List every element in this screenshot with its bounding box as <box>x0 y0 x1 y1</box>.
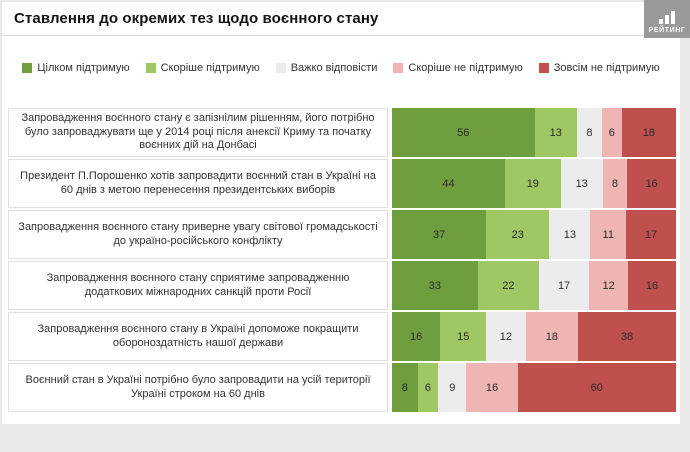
chart-row: Запровадження воєнного стану сприятиме з… <box>8 261 676 310</box>
chart-row: Запровадження воєнного стану в Україні д… <box>8 312 676 361</box>
legend-label: Цілком підтримую <box>37 62 130 74</box>
stacked-bar: 8 6 9 16 60 <box>392 363 676 412</box>
bar-segment: 16 <box>466 363 518 412</box>
bar-chart-icon <box>659 11 675 24</box>
bar-segment: 12 <box>486 312 526 361</box>
bar-segment: 56 <box>392 108 535 157</box>
legend-label: Скоріше не підтримую <box>408 62 523 74</box>
legend-swatch <box>538 63 549 73</box>
legend-item: Зовсім не підтримую <box>538 62 660 74</box>
legend-item: Цілком підтримую <box>22 62 130 74</box>
bar-segment: 23 <box>486 210 550 259</box>
legend-item: Важко відповісти <box>275 62 378 74</box>
bar-segment: 17 <box>626 210 676 259</box>
chart-card: Ставлення до окремих тез щодо воєнного с… <box>2 2 680 424</box>
bar-segment: 19 <box>504 159 561 208</box>
stacked-bar: 33 22 17 12 16 <box>392 261 676 310</box>
row-label: Запровадження воєнного стану в Україні д… <box>8 312 388 361</box>
legend-label: Важко відповісти <box>290 62 378 74</box>
chart-rows: Запровадження воєнного стану є запізніли… <box>2 108 680 412</box>
stacked-bar: 16 15 12 18 38 <box>392 312 676 361</box>
stacked-bar: 37 23 13 11 17 <box>392 210 676 259</box>
chart-row: Запровадження воєнного стану приверне ув… <box>8 210 676 259</box>
legend-item: Скоріше не підтримую <box>393 62 523 74</box>
bar-segment: 6 <box>601 108 622 157</box>
page-title: Ставлення до окремих тез щодо воєнного с… <box>14 10 379 27</box>
legend: Цілком підтримую Скоріше підтримую Важко в… <box>2 62 680 74</box>
bar-segment: 15 <box>440 312 487 361</box>
row-label: Запровадження воєнного стану сприятиме з… <box>8 261 388 310</box>
rating-logo: РЕЙТИНГ <box>644 0 690 38</box>
chart-row: Президент П.Порошенко хотів запровадити … <box>8 159 676 208</box>
bar-segment: 13 <box>534 108 578 157</box>
bar-segment: 22 <box>477 261 539 310</box>
bar-segment: 6 <box>417 363 439 412</box>
bar-segment: 18 <box>525 312 579 361</box>
legend-swatch <box>275 63 286 73</box>
bar-segment: 18 <box>621 108 676 157</box>
bar-segment: 16 <box>627 159 676 208</box>
stacked-bar: 44 19 13 8 16 <box>392 159 676 208</box>
bar-segment: 44 <box>392 159 505 208</box>
bar-segment: 8 <box>392 363 418 412</box>
bar-segment: 60 <box>517 363 676 412</box>
legend-swatch <box>22 63 33 73</box>
row-label: Воєнний стан в Україні потрібно було зап… <box>8 363 388 412</box>
legend-swatch <box>145 63 156 73</box>
bar-segment: 11 <box>590 210 627 259</box>
bar-segment: 17 <box>539 261 590 310</box>
bar-segment: 9 <box>438 363 467 412</box>
row-label: Президент П.Порошенко хотів запровадити … <box>8 159 388 208</box>
bar-segment: 37 <box>392 210 487 259</box>
bar-segment: 8 <box>602 159 628 208</box>
bar-segment: 38 <box>578 312 676 361</box>
bar-segment: 13 <box>560 159 603 208</box>
bar-segment: 12 <box>589 261 629 310</box>
legend-swatch <box>393 63 404 73</box>
row-label: Запровадження воєнного стану є запізніли… <box>8 108 388 157</box>
stacked-bar: 56 13 8 6 18 <box>392 108 676 157</box>
row-label: Запровадження воєнного стану приверне ув… <box>8 210 388 259</box>
bar-segment: 33 <box>392 261 478 310</box>
bar-segment: 16 <box>628 261 676 310</box>
legend-item: Скоріше підтримую <box>145 62 260 74</box>
legend-label: Скоріше підтримую <box>160 62 260 74</box>
legend-label: Зовсім не підтримую <box>553 62 660 74</box>
logo-label: РЕЙТИНГ <box>648 27 686 34</box>
bar-segment: 8 <box>577 108 602 157</box>
chart-row: Воєнний стан в Україні потрібно було зап… <box>8 363 676 412</box>
bar-segment: 16 <box>392 312 441 361</box>
bar-segment: 13 <box>549 210 591 259</box>
chart-row: Запровадження воєнного стану є запізніли… <box>8 108 676 157</box>
chart-header: Ставлення до окремих тез щодо воєнного с… <box>2 2 680 36</box>
